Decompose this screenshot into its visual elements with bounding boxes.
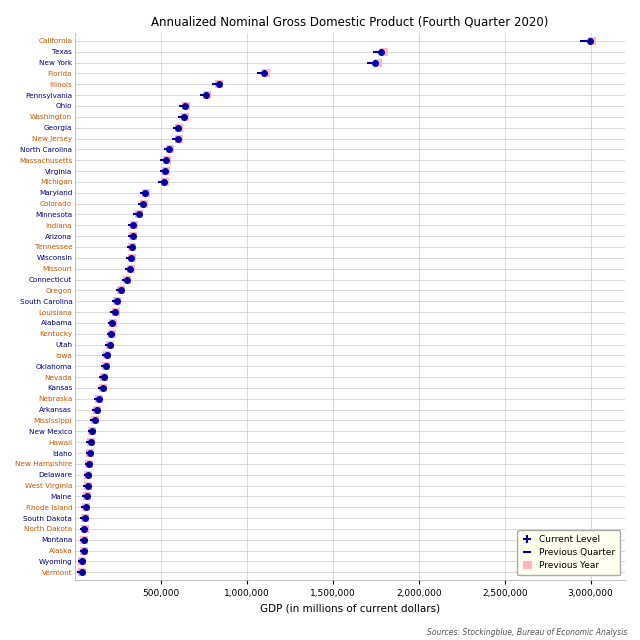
- Text: Sources: Stockingblue, Bureau of Economic Analysis: Sources: Stockingblue, Bureau of Economi…: [427, 628, 627, 637]
- Title: Annualized Nominal Gross Domestic Product (Fourth Quarter 2020): Annualized Nominal Gross Domestic Produc…: [151, 15, 548, 28]
- Legend: Current Level, Previous Quarter, Previous Year: Current Level, Previous Quarter, Previou…: [517, 530, 621, 575]
- X-axis label: GDP (in millions of current dollars): GDP (in millions of current dollars): [260, 604, 440, 614]
